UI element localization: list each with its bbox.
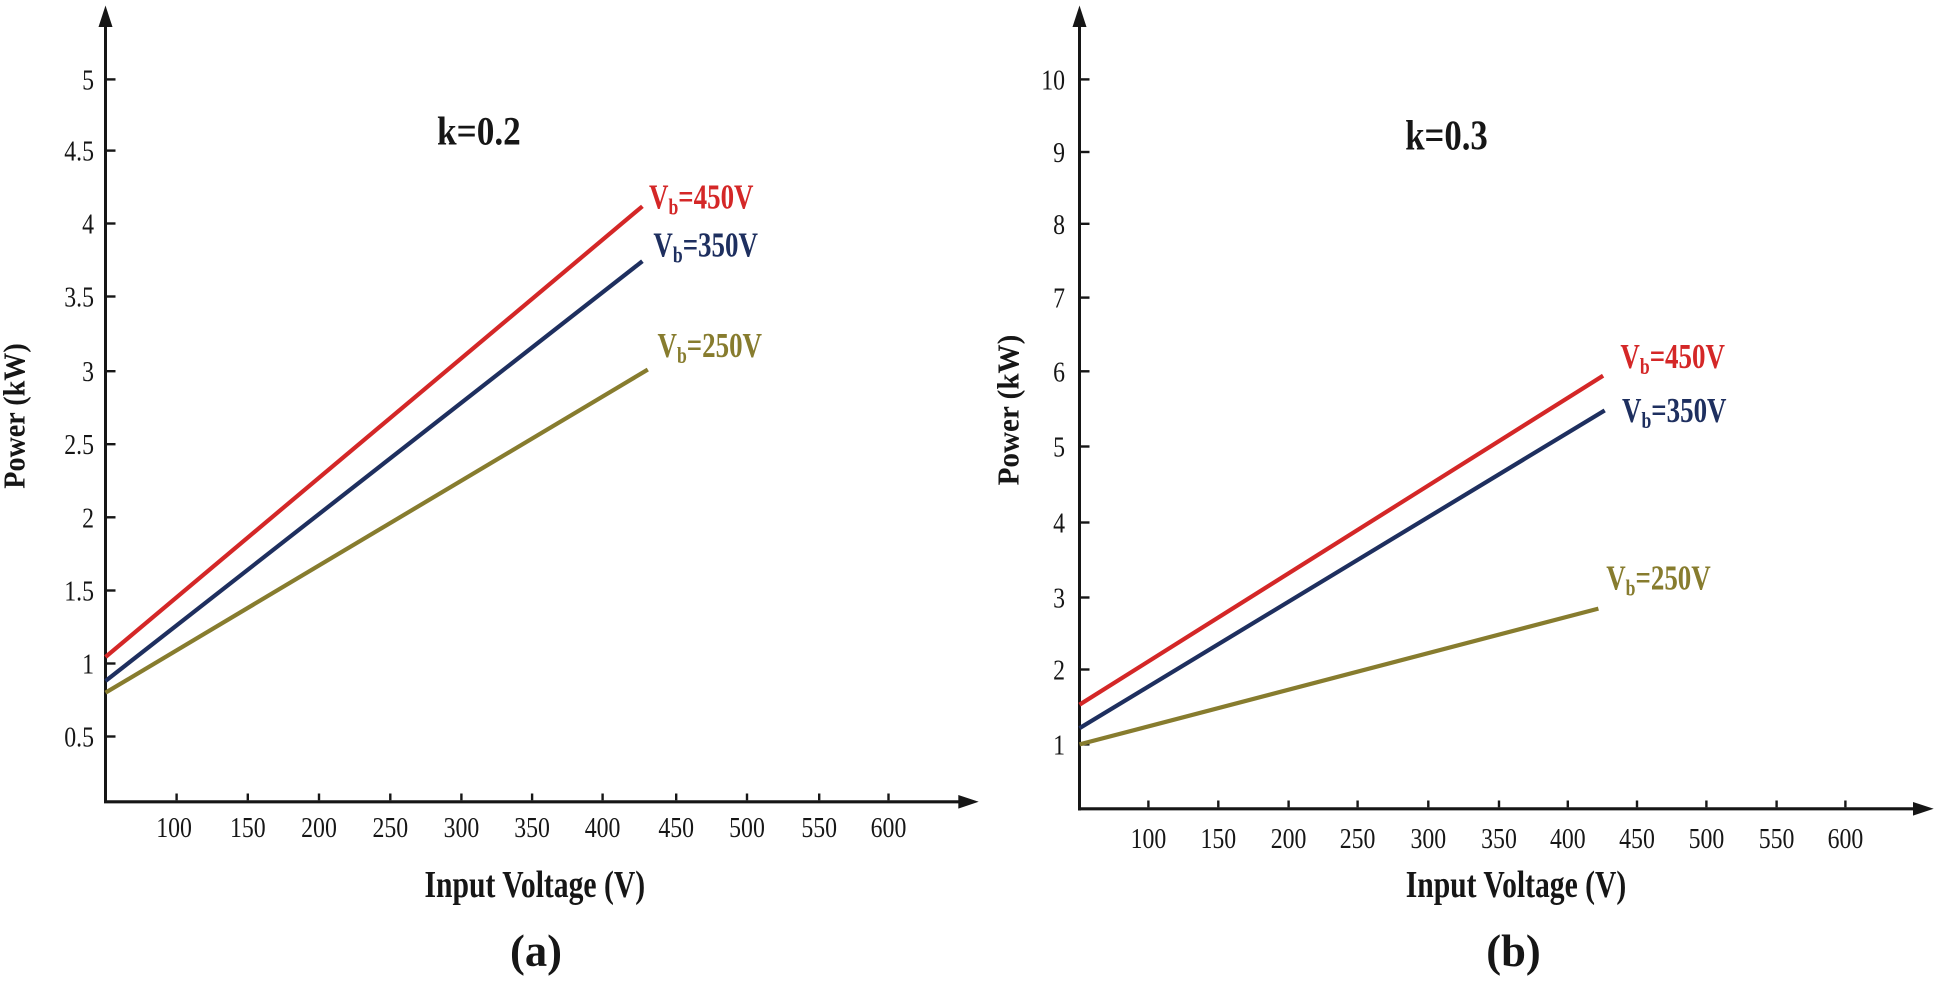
svg-text:3.5: 3.5 [64,282,94,313]
svg-text:k=0.3: k=0.3 [1405,112,1488,159]
svg-text:450: 450 [1619,823,1655,854]
svg-text:4.5: 4.5 [64,136,94,167]
svg-text:4: 4 [1053,508,1065,539]
svg-text:5: 5 [1053,432,1065,463]
svg-text:Vb=250V: Vb=250V [1606,558,1711,601]
svg-text:350: 350 [1481,823,1517,854]
svg-text:200: 200 [1271,823,1307,854]
svg-text:350: 350 [514,812,550,843]
svg-text:1.5: 1.5 [64,576,94,607]
svg-text:1: 1 [82,649,94,680]
svg-text:(a): (a) [510,925,562,976]
svg-text:3: 3 [1053,583,1065,614]
svg-text:500: 500 [1689,823,1725,854]
svg-text:550: 550 [801,812,837,843]
svg-text:100: 100 [1131,823,1167,854]
svg-text:4: 4 [82,209,94,240]
svg-text:1: 1 [1053,730,1065,761]
svg-text:250: 250 [372,812,408,843]
svg-text:450: 450 [658,812,694,843]
svg-text:250: 250 [1340,823,1376,854]
svg-text:k=0.2: k=0.2 [437,109,521,154]
svg-text:Power (kW): Power (kW) [991,335,1026,486]
svg-text:(b): (b) [1486,925,1541,976]
svg-text:2: 2 [82,503,94,534]
svg-text:3: 3 [82,356,94,387]
svg-text:400: 400 [585,812,621,843]
svg-text:0.5: 0.5 [64,722,94,753]
svg-text:8: 8 [1053,209,1065,240]
svg-text:600: 600 [871,812,907,843]
svg-text:550: 550 [1759,823,1795,854]
svg-text:7: 7 [1053,283,1065,314]
svg-text:Vb=450V: Vb=450V [1620,337,1725,380]
svg-text:600: 600 [1828,823,1864,854]
svg-text:150: 150 [1200,823,1236,854]
svg-text:2.5: 2.5 [64,429,94,460]
svg-text:Input Voltage (V): Input Voltage (V) [1406,865,1627,906]
svg-text:6: 6 [1053,357,1065,388]
svg-text:Vb=350V: Vb=350V [1622,391,1727,434]
svg-text:150: 150 [230,812,266,843]
svg-text:100: 100 [156,812,192,843]
svg-text:300: 300 [444,812,480,843]
svg-text:2: 2 [1053,655,1065,686]
svg-text:Input Voltage (V): Input Voltage (V) [425,865,646,906]
svg-text:300: 300 [1410,823,1446,854]
svg-text:5: 5 [82,65,94,96]
svg-text:9: 9 [1053,137,1065,168]
svg-text:Power (kW): Power (kW) [0,343,32,488]
svg-text:Vb=350V: Vb=350V [653,225,758,268]
svg-text:200: 200 [301,812,337,843]
svg-text:Vb=250V: Vb=250V [658,326,763,369]
svg-text:Vb=450V: Vb=450V [649,177,754,220]
svg-text:10: 10 [1041,65,1065,96]
svg-text:500: 500 [729,812,765,843]
svg-text:400: 400 [1550,823,1586,854]
